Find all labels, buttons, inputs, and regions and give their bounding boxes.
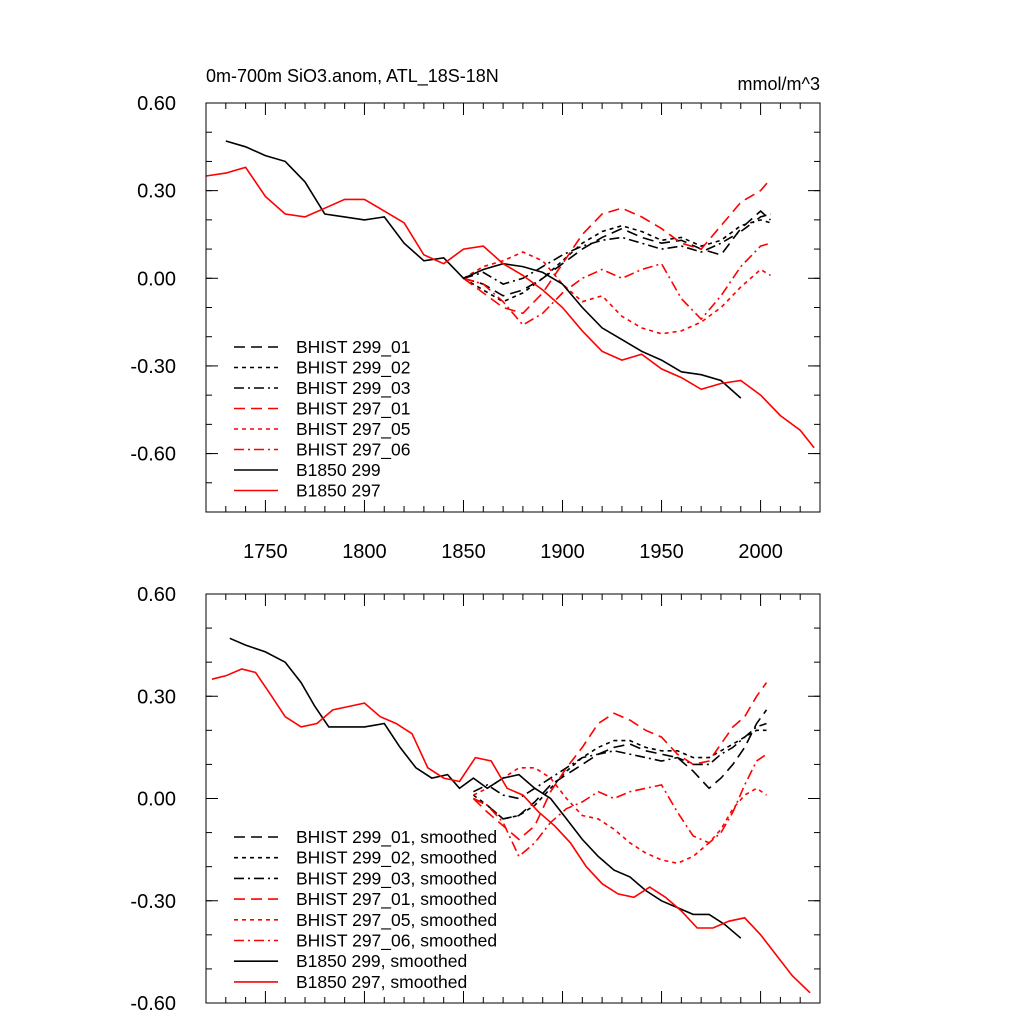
legend-label: BHIST 297_01, smoothed — [296, 889, 497, 910]
series-line-bottom-0 — [473, 709, 768, 820]
series-line-bottom-5 — [473, 753, 767, 858]
legend-label: BHIST 297_05 — [296, 419, 410, 440]
legend-label: BHIST 299_03 — [296, 378, 410, 399]
series-line-bottom-2 — [473, 722, 767, 800]
bottom-panel: 0.60 0.30 0.00 -0.30 -0.60 BHIST 299_01, smoo… — [130, 584, 821, 1015]
y-tick-label: -0.60 — [130, 444, 176, 466]
legend-label: BHIST 299_03, smoothed — [296, 868, 497, 889]
series-line-bottom-7 — [211, 668, 811, 994]
series-line-bottom-3 — [472, 682, 768, 841]
legend-label: BHIST 297_01 — [296, 399, 410, 420]
x-tick-label: 1850 — [441, 541, 486, 563]
series-line-top-0 — [463, 210, 772, 297]
legend-label: B1850 299, smoothed — [296, 951, 467, 971]
series-line-top-2 — [463, 213, 771, 285]
series-line-bottom-6 — [229, 637, 742, 939]
series-line-bottom-4 — [473, 767, 767, 865]
chart-units: mmol/m^3 — [738, 74, 820, 94]
legend-label: BHIST 299_01, smoothed — [296, 827, 497, 848]
legend-label: B1850 299 — [296, 460, 381, 480]
legend-label: B1850 297, smoothed — [296, 972, 467, 992]
series-line-bottom-1 — [472, 729, 767, 820]
x-tick-label: 2000 — [738, 541, 783, 563]
legend-label: BHIST 299_02, smoothed — [296, 848, 497, 869]
x-tick-label: 1800 — [342, 541, 387, 563]
y-tick-label: 0.00 — [137, 268, 176, 290]
series-line-top-4 — [463, 251, 771, 335]
y-tick-label: 0.60 — [137, 93, 176, 115]
y-tick-label: -0.30 — [130, 356, 176, 378]
x-tick-label: 1900 — [540, 541, 585, 563]
legend-label: BHIST 297_06 — [296, 440, 410, 461]
x-tick-label: 1950 — [639, 541, 684, 563]
y-tick-label: 0.00 — [137, 789, 176, 811]
y-tick-label: 0.30 — [137, 686, 176, 708]
series-line-top-6 — [225, 140, 742, 399]
legend-label: BHIST 297_06, smoothed — [296, 931, 497, 952]
series-line-top-5 — [463, 242, 771, 327]
y-tick-label: -0.30 — [130, 891, 176, 913]
y-tick-label: 0.60 — [137, 584, 176, 606]
legend-label: B1850 297 — [296, 481, 381, 501]
chart-title: 0m-700m SiO3.anom, ATL_18S-18N — [206, 66, 499, 87]
series-line-top-7 — [205, 166, 815, 449]
legend-label: BHIST 297_05, smoothed — [296, 910, 497, 931]
legend-label: BHIST 299_01 — [296, 337, 410, 358]
series-line-top-3 — [463, 178, 772, 315]
top-panel: 0.60 0.30 0.00 -0.30 -0.60 1750 1800 1850 1900 19… — [130, 93, 821, 563]
y-tick-label: 0.30 — [137, 181, 176, 203]
x-tick-label: 1750 — [243, 541, 288, 563]
legend-label: BHIST 299_02 — [296, 358, 410, 379]
y-tick-label: -0.60 — [130, 993, 176, 1015]
